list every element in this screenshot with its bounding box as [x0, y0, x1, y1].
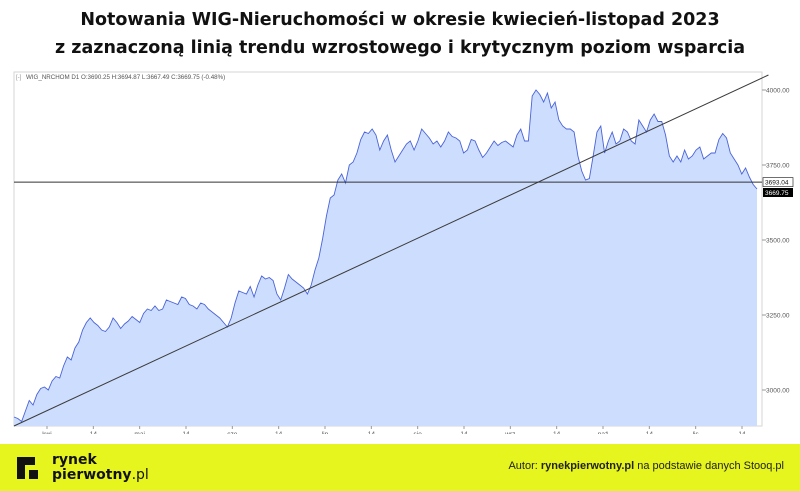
- support-value-label: 3693.04: [765, 179, 789, 186]
- x-tick-label: wrz: [504, 431, 515, 434]
- x-tick-label: 14: [646, 431, 654, 434]
- brand-logo[interactable]: rynek pierwotny.pl: [14, 452, 164, 484]
- logo-wordmark: rynek pierwotny.pl: [52, 453, 149, 483]
- logo-line-2-bold: pierwotny: [52, 467, 132, 483]
- logo-line-1: rynek: [52, 452, 97, 468]
- source-author[interactable]: rynekpierwotny.pl: [540, 460, 635, 472]
- footer-banner: rynek pierwotny.pl Autor: rynekpierwotny…: [0, 444, 800, 491]
- x-tick-label: 14: [275, 431, 283, 434]
- last-value-box: [763, 188, 793, 197]
- x-tick-label: lip: [322, 431, 329, 434]
- x-tick-label: cze: [227, 431, 238, 434]
- source-prefix: Autor:: [508, 460, 541, 472]
- collapse-toggle[interactable]: [-]: [16, 75, 22, 81]
- price-chart: 3000.00 3250.00 3500.00 3750.00 4000.00 kwi 1…: [13, 71, 794, 434]
- support-value-box: [762, 177, 794, 187]
- price-line: [13, 89, 758, 423]
- chart-title: Notowania WIG-Nieruchomości w okresie kw…: [0, 6, 800, 62]
- logo-mark-icon: [17, 457, 38, 479]
- x-tick-label: 14: [553, 431, 561, 434]
- x-tick-label: 14: [90, 431, 98, 434]
- value-labels: 3693.04 3669.75: [762, 177, 794, 197]
- logo-line-2-suffix: .pl: [131, 467, 149, 483]
- y-tick-label: 4000.00: [766, 88, 790, 95]
- source-suffix: na podstawie danych Stooq.pl: [634, 460, 784, 472]
- logo-line-2: pierwotny.pl: [52, 468, 149, 483]
- trend-line: [13, 74, 769, 427]
- x-tick-label: 14: [182, 431, 190, 434]
- x-tick-label: 14: [368, 431, 376, 434]
- y-tick-label: 3500.00: [766, 238, 790, 245]
- y-tick-label: 3750.00: [766, 163, 790, 170]
- x-tick-label: lis: [693, 431, 700, 434]
- x-tick-label: 14: [738, 431, 746, 434]
- x-tick-label: paź: [598, 431, 608, 434]
- y-tick-label: 3000.00: [766, 388, 790, 395]
- last-value-label: 3669.75: [765, 190, 789, 197]
- x-tick-label: maj: [134, 431, 144, 434]
- price-area: [14, 90, 757, 426]
- chart-info: WIG_NRCHOM D1 O:3690.25 H:3694.87 L:3667…: [26, 74, 225, 81]
- y-axis: 3000.00 3250.00 3500.00 3750.00 4000.00: [762, 88, 790, 395]
- x-tick-label: kwi: [42, 431, 51, 434]
- x-tick-label: 14: [460, 431, 468, 434]
- x-tick-label: sie: [414, 431, 423, 434]
- chart-title-line-2: z zaznaczoną linią trendu wzrostowego i …: [54, 38, 746, 58]
- x-axis: kwi 14 maj 14 cze 14 lip 14 sie 14 wrz 14 paź 14 lis 14: [42, 426, 746, 434]
- y-tick-label: 3250.00: [766, 313, 790, 320]
- source-note: Autor: rynekpierwotny.pl na podstawie da…: [508, 460, 784, 472]
- chart-title-line-1: Notowania WIG-Nieruchomości w okresie kw…: [80, 10, 720, 30]
